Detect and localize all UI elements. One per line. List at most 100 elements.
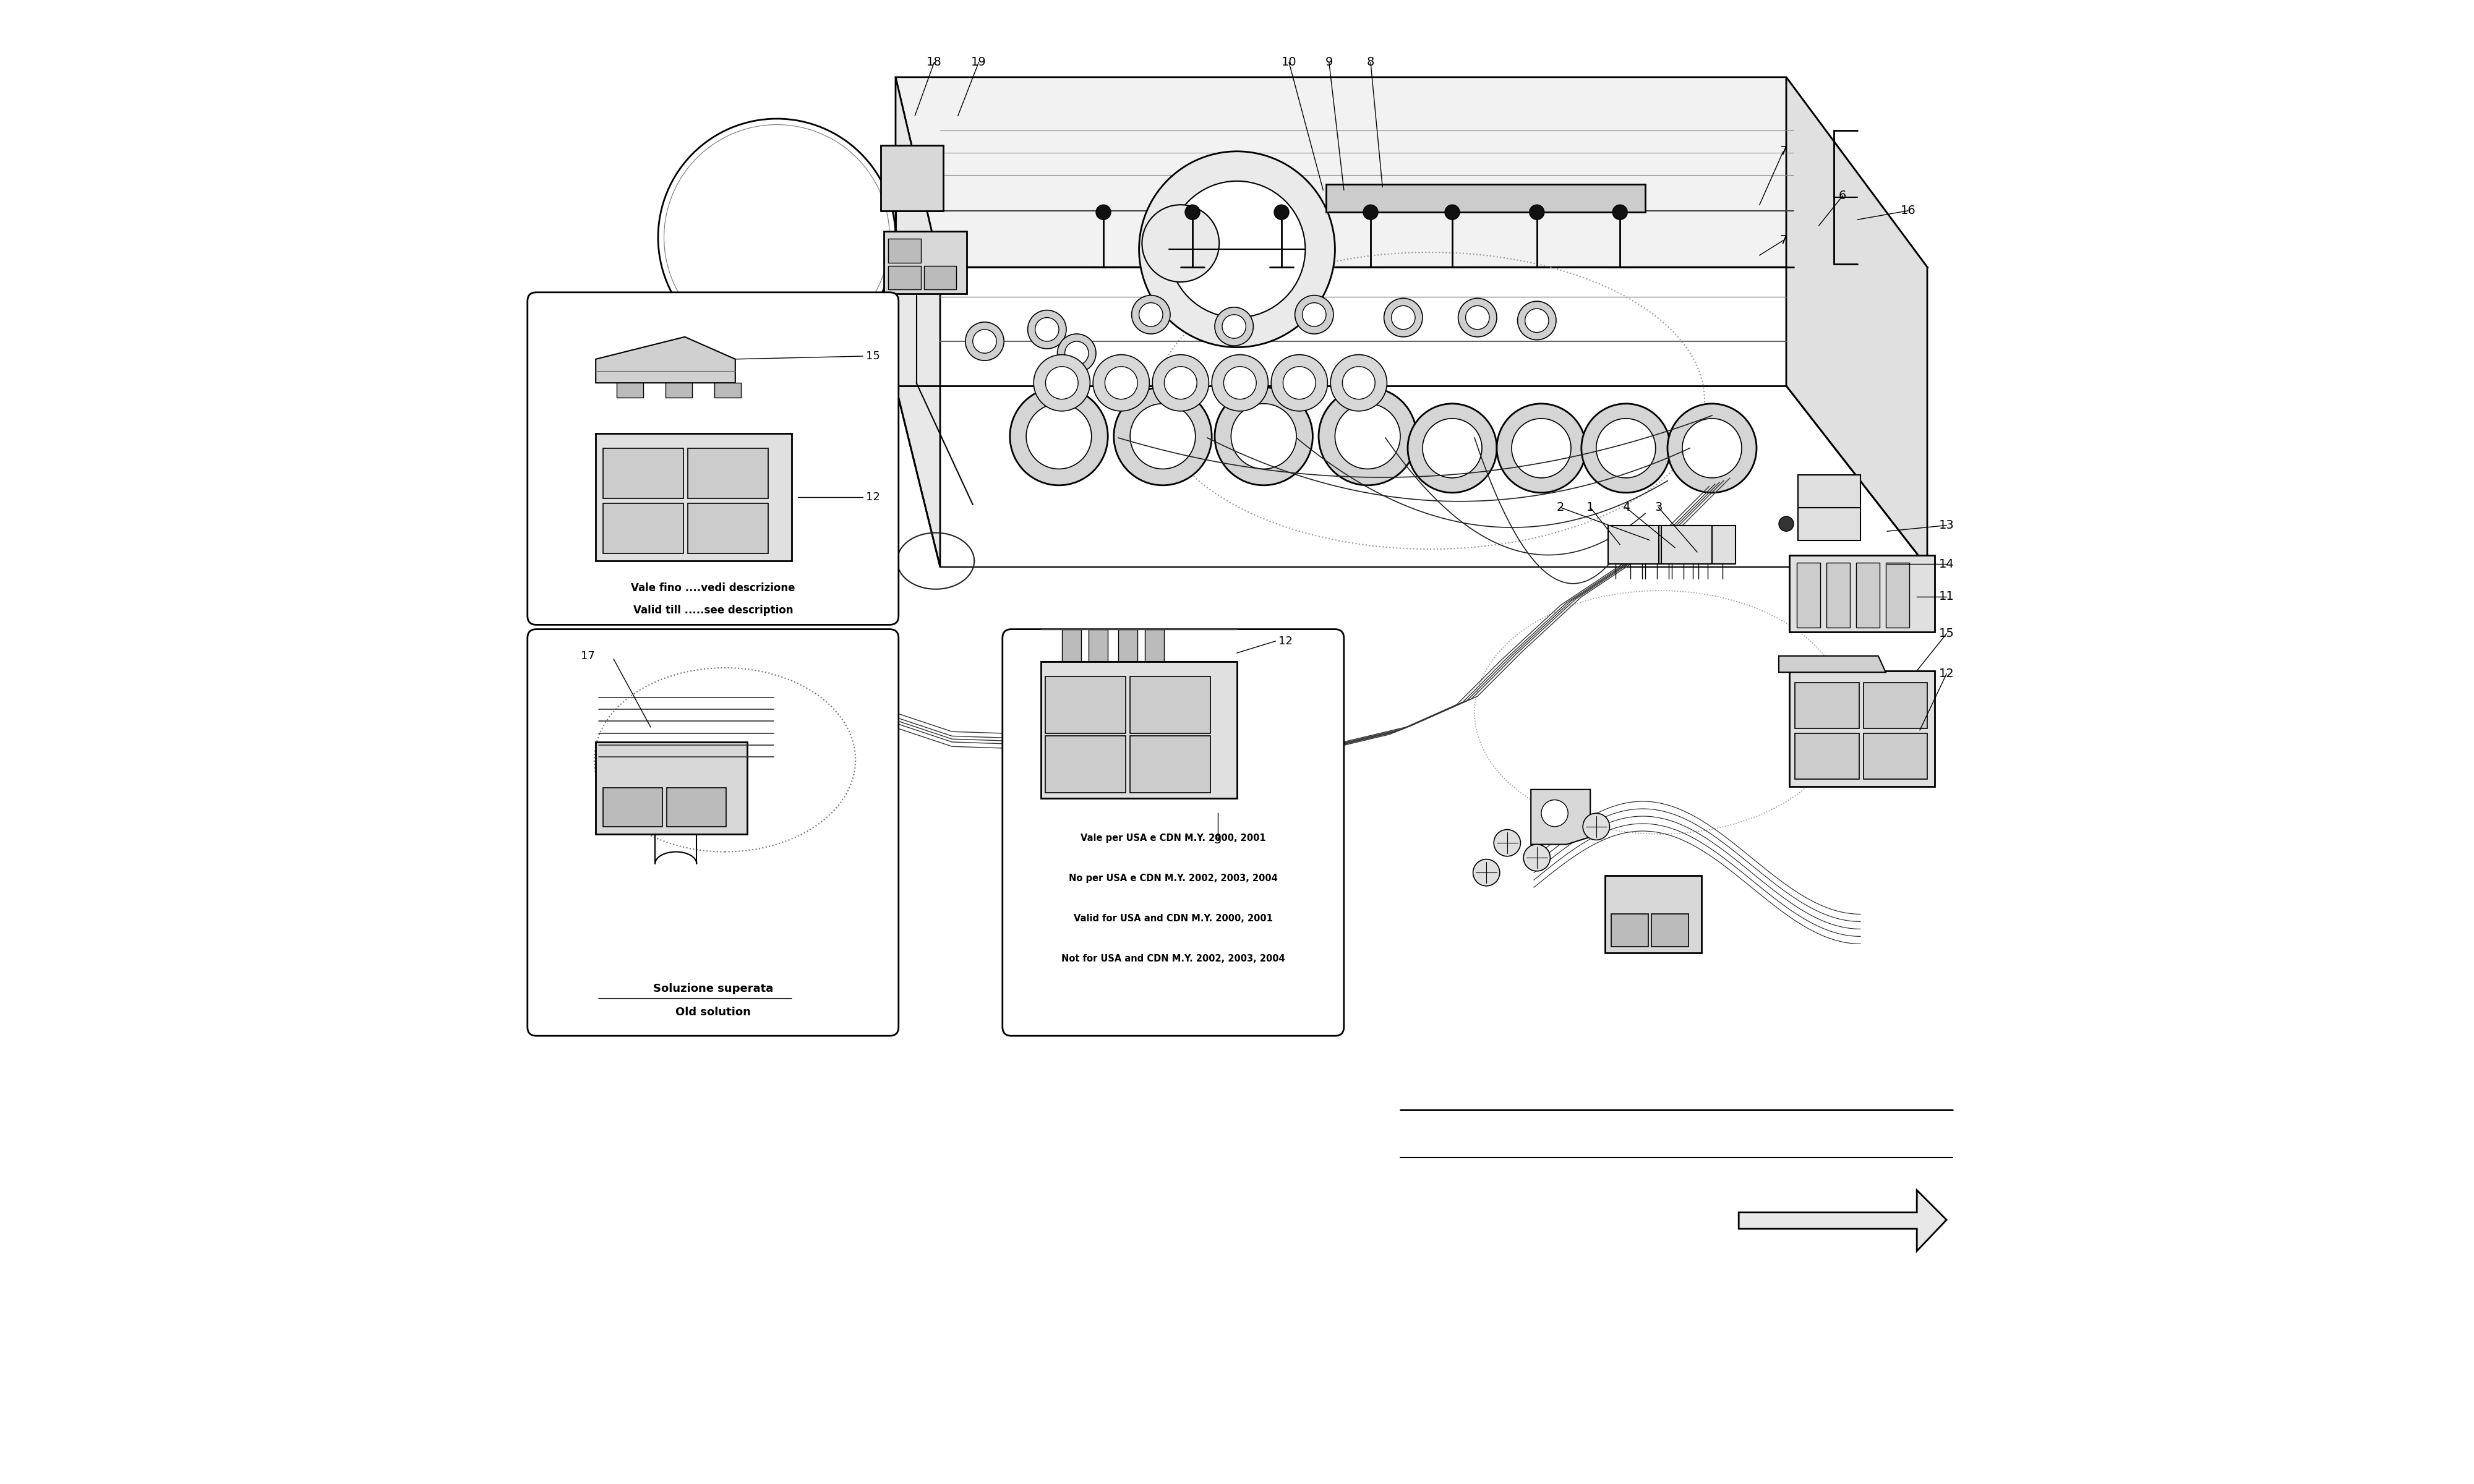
Bar	[1863, 683, 1927, 729]
Bar	[1885, 562, 1910, 628]
Circle shape	[1779, 516, 1794, 531]
Text: 5: 5	[1215, 834, 1222, 846]
Circle shape	[1106, 367, 1138, 399]
Circle shape	[1336, 404, 1400, 469]
Circle shape	[1113, 387, 1212, 485]
Bar	[1608, 525, 1658, 564]
Bar	[604, 788, 663, 827]
Text: 1: 1	[1586, 502, 1593, 513]
Text: 9: 9	[1326, 56, 1333, 68]
Bar	[883, 232, 967, 294]
Circle shape	[1472, 859, 1499, 886]
Circle shape	[1445, 205, 1460, 220]
Circle shape	[1343, 367, 1376, 399]
Text: 4: 4	[1623, 502, 1630, 513]
Bar	[688, 503, 767, 554]
Text: 7: 7	[1779, 234, 1786, 246]
Circle shape	[972, 329, 997, 353]
Circle shape	[1034, 318, 1059, 341]
Text: No per USA e CDN M.Y. 2002, 2003, 2004: No per USA e CDN M.Y. 2002, 2003, 2004	[1069, 874, 1277, 883]
Circle shape	[1225, 367, 1257, 399]
Bar	[1856, 562, 1880, 628]
Circle shape	[1094, 355, 1150, 411]
Bar	[1799, 475, 1860, 508]
Text: 2: 2	[1556, 502, 1564, 513]
Text: Soluzione superata: Soluzione superata	[653, 982, 772, 994]
Polygon shape	[1779, 656, 1885, 672]
Circle shape	[1138, 303, 1163, 326]
Text: 16: 16	[1900, 205, 1915, 217]
Polygon shape	[596, 337, 735, 383]
Bar	[616, 383, 643, 398]
Bar	[1663, 525, 1712, 564]
Bar	[1650, 914, 1687, 947]
Circle shape	[1529, 205, 1544, 220]
Circle shape	[1232, 404, 1296, 469]
Bar	[1061, 629, 1081, 662]
Circle shape	[1494, 830, 1522, 856]
Circle shape	[1331, 355, 1388, 411]
Text: 18: 18	[928, 56, 943, 68]
Text: 8: 8	[1366, 56, 1376, 68]
Bar	[1326, 184, 1645, 212]
Circle shape	[1272, 355, 1329, 411]
Text: 11: 11	[1940, 591, 1954, 603]
Circle shape	[1131, 404, 1195, 469]
Circle shape	[1047, 367, 1079, 399]
Circle shape	[1667, 404, 1757, 493]
Bar	[1089, 629, 1108, 662]
Circle shape	[1613, 205, 1628, 220]
Circle shape	[1027, 404, 1091, 469]
Bar	[1635, 525, 1685, 564]
Circle shape	[1034, 355, 1091, 411]
Bar	[1796, 683, 1858, 729]
Circle shape	[1274, 205, 1289, 220]
Polygon shape	[881, 145, 943, 211]
Bar	[1826, 562, 1851, 628]
Circle shape	[1301, 303, 1326, 326]
Bar	[888, 239, 920, 263]
Bar	[1145, 629, 1165, 662]
Bar	[1685, 525, 1737, 564]
Circle shape	[1143, 205, 1220, 282]
Text: 6: 6	[1838, 190, 1846, 202]
Text: Vale fino ....vedi descrizione: Vale fino ....vedi descrizione	[631, 582, 794, 594]
Circle shape	[663, 125, 891, 350]
Circle shape	[1408, 404, 1497, 493]
Circle shape	[1465, 306, 1489, 329]
Bar	[923, 266, 957, 289]
Text: 12: 12	[1279, 635, 1294, 647]
Circle shape	[1390, 306, 1415, 329]
Polygon shape	[1739, 1190, 1947, 1251]
Circle shape	[1517, 301, 1556, 340]
Bar	[596, 433, 792, 561]
Bar	[1118, 629, 1138, 662]
Bar	[1131, 677, 1210, 733]
Bar	[1789, 555, 1935, 632]
Circle shape	[1168, 181, 1306, 318]
Circle shape	[1185, 205, 1200, 220]
Bar	[666, 383, 693, 398]
Text: 15: 15	[866, 350, 881, 362]
Text: 3: 3	[1655, 502, 1663, 513]
Circle shape	[1497, 404, 1586, 493]
Text: 19: 19	[972, 56, 987, 68]
Bar	[604, 503, 683, 554]
Circle shape	[1423, 418, 1482, 478]
Bar	[688, 448, 767, 499]
Circle shape	[1138, 151, 1336, 347]
Circle shape	[1165, 367, 1197, 399]
Circle shape	[1541, 800, 1569, 827]
Circle shape	[1212, 355, 1269, 411]
Circle shape	[1009, 387, 1108, 485]
Circle shape	[1682, 418, 1742, 478]
Circle shape	[1363, 205, 1378, 220]
Circle shape	[1294, 295, 1333, 334]
Bar	[596, 742, 747, 834]
Circle shape	[1383, 298, 1423, 337]
Circle shape	[1153, 355, 1210, 411]
Circle shape	[1056, 334, 1096, 372]
Bar	[604, 448, 683, 499]
Bar	[1796, 733, 1858, 779]
Polygon shape	[1531, 789, 1591, 844]
